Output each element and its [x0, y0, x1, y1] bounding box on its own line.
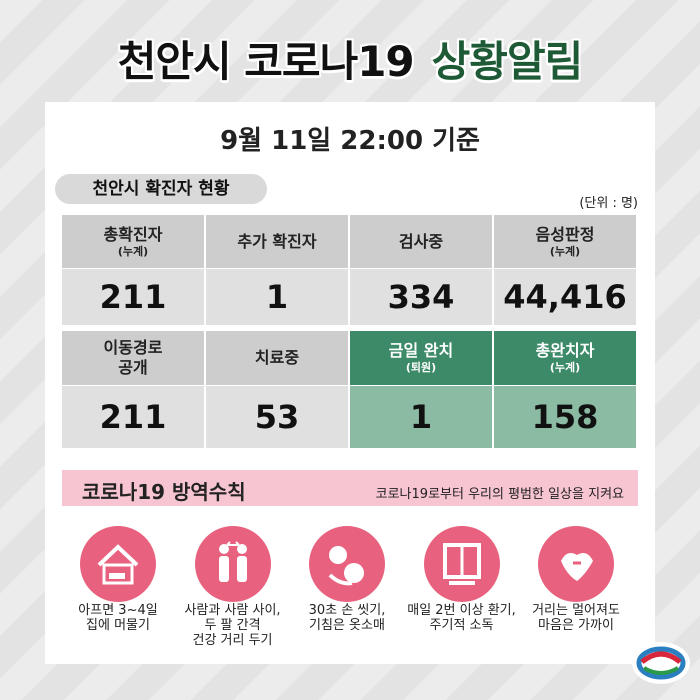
cell-label: 추가 확진자 — [206, 215, 348, 268]
label-line: 이동경로 — [103, 338, 163, 357]
rule-caption: 사람과 사람 사이, 두 팔 간격 건강 거리 두기 — [168, 603, 298, 648]
rule-icon — [538, 526, 614, 602]
cell-value: 211 — [62, 269, 204, 325]
rule-caption: 거리는 멀어져도 마음은 가까이 — [511, 603, 641, 633]
cell-value: 53 — [206, 386, 348, 448]
cell-label: 총완치자 (누계) — [494, 331, 636, 385]
date: 9월 11일 22:00 기준 — [220, 126, 480, 156]
label-line: 공개 — [118, 358, 148, 377]
logo — [632, 642, 690, 684]
sublabel: (누계) — [549, 361, 581, 374]
rule-icon — [194, 526, 271, 602]
label-line: 추가 확진자 — [237, 231, 317, 251]
cell-value: 211 — [62, 386, 204, 448]
cell-value: 44,416 — [494, 269, 636, 325]
caption-line: 기침은 옷소매 — [309, 618, 385, 633]
rule-icon — [423, 526, 500, 602]
cell-label: 치료중 — [206, 331, 348, 385]
sublabel: (누계) — [549, 244, 581, 258]
caption-line: 집에 머물기 — [86, 618, 150, 633]
cell-label: 금일 완치 (퇴원) — [350, 331, 492, 385]
rule-icon — [309, 526, 385, 602]
caption-line: 매일 2번 이상 환기, — [407, 603, 516, 618]
unit: (단위 : 명) — [579, 196, 638, 211]
rule-caption: 아프면 3~4일 집에 머물기 — [53, 603, 183, 633]
rule-caption: 매일 2번 이상 환기, 주기적 소독 — [397, 603, 527, 633]
caption-line: 30초 손 씻기, — [308, 603, 386, 618]
caption-line: 주기적 소독 — [429, 618, 494, 633]
cell-value: 1 — [206, 269, 348, 325]
caption-line: 두 팔 간격 — [204, 618, 261, 633]
caption-line: 아프면 3~4일 — [78, 603, 158, 618]
section-title: 천안시 확진자 현황 — [55, 174, 267, 204]
rules-slogan: 코로나19로부터 우리의 평범한 일상을 지켜요 — [375, 487, 624, 502]
cell-label: 검사중 — [350, 215, 492, 268]
label-line: 총완치자 — [535, 341, 595, 360]
cell-value: 1 — [350, 386, 492, 448]
sublabel: (누계) — [117, 244, 149, 258]
rules-banner — [62, 470, 638, 506]
label-line: 총확진자 — [103, 224, 163, 244]
sublabel: (퇴원) — [405, 361, 437, 374]
cell-value: 334 — [350, 269, 492, 325]
title-accent: 상황알림 — [431, 37, 584, 86]
cell-value: 158 — [494, 386, 636, 448]
rule-icon — [80, 526, 156, 602]
label-line: 금일 완치 — [388, 341, 454, 360]
cell-label: 음성판정 (누계) — [494, 215, 636, 268]
rule-caption: 30초 손 씻기, 기침은 옷소매 — [282, 603, 412, 633]
rules-title: 코로나19 방역수칙 — [82, 480, 246, 504]
caption-line: 마음은 가까이 — [538, 618, 614, 633]
label-line: 검사중 — [398, 231, 444, 251]
label-line: 치료중 — [254, 348, 300, 367]
caption-line: 건강 거리 두기 — [192, 633, 273, 648]
caption-line: 사람과 사람 사이, — [184, 603, 281, 618]
cell-label: 총확진자 (누계) — [62, 215, 204, 268]
title: 천안시 코로나19 상황알림 — [0, 28, 700, 89]
caption-line: 거리는 멀어져도 — [532, 603, 620, 618]
label-line: 음성판정 — [535, 224, 595, 244]
title-main: 천안시 코로나19 — [117, 37, 415, 86]
cell-label: 이동경로 공개 — [62, 331, 204, 385]
